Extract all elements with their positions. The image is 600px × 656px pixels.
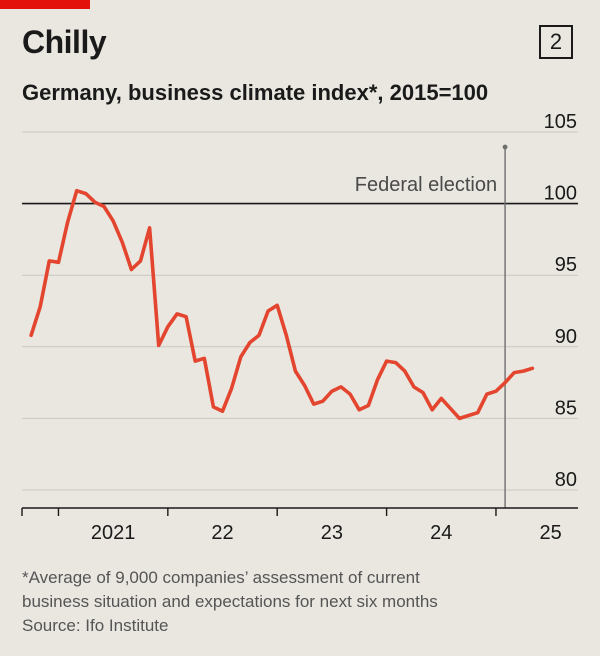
election-marker-dot xyxy=(502,144,508,150)
x-axis: 2021 22 23 24 25 xyxy=(21,507,578,544)
series-line xyxy=(29,188,535,421)
annotation-layer: Federal election xyxy=(355,144,508,508)
x-tick-label: 22 xyxy=(211,522,233,544)
y-tick-label: 90 xyxy=(555,326,577,348)
y-tick-label: 85 xyxy=(555,397,577,419)
y-tick-label: 95 xyxy=(555,254,577,276)
x-tick-label: 25 xyxy=(540,522,562,544)
x-tick-label: 23 xyxy=(321,522,343,544)
footnote-definition-line1: *Average of 9,000 companies’ assessment … xyxy=(22,568,420,587)
x-tick-label: 24 xyxy=(430,522,452,544)
brand-red-tag xyxy=(0,0,90,9)
x-tick-label: 2021 xyxy=(91,522,136,544)
annotation-federal-election: Federal election xyxy=(355,174,497,196)
chart-subtitle: Germany, business climate index*, 2015=1… xyxy=(22,80,489,105)
y-tick-label: 105 xyxy=(544,111,577,133)
y-tick-label: 80 xyxy=(555,469,577,491)
line-chart: Federal election 80 85 90 95 100 105 2021 22 23… xyxy=(21,111,578,544)
y-tick-label: 100 xyxy=(544,183,577,205)
gridlines xyxy=(22,131,578,491)
footnote-source: Source: Ifo Institute xyxy=(22,616,169,635)
chart-number-badge: 2 xyxy=(539,25,573,59)
footnote: *Average of 9,000 companies’ assessment … xyxy=(22,566,582,638)
chart-title: Chilly xyxy=(22,24,107,60)
y-axis-ticks: 80 85 90 95 100 105 xyxy=(544,111,577,491)
series-layer xyxy=(29,188,535,421)
footnote-definition-line2: business situation and expectations for … xyxy=(22,592,438,611)
